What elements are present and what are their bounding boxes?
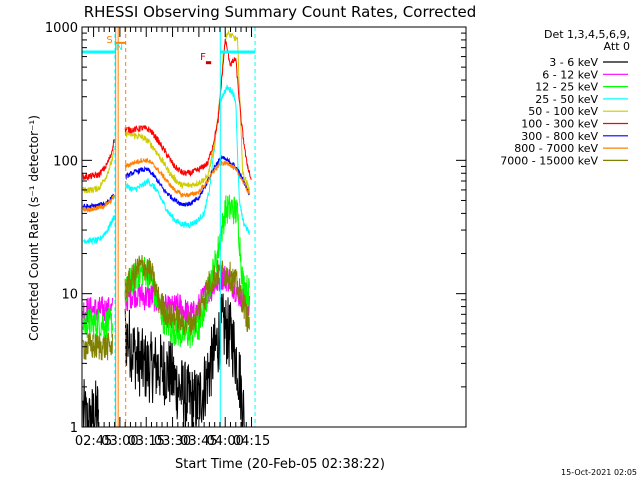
x-tick-label: 04:15: [233, 434, 270, 449]
series-3-6-kev-line-0: [82, 379, 99, 427]
marker-label-n: N: [116, 42, 123, 53]
series-25-50-kev-line-0: [82, 214, 115, 246]
series-800-7000-kev-line-1: [124, 157, 250, 198]
x-tick-label: 02:45: [75, 434, 112, 449]
plot-area: [82, 27, 256, 427]
series-7000-15000-kev-line-0: [82, 332, 113, 361]
x-tick-label: 03:15: [127, 434, 164, 449]
series-100-300-kev-line-1: [124, 38, 252, 180]
legend-label-25-50-kev: 25 - 50 keV: [535, 93, 598, 106]
legend-label-800-7000-kev: 800 - 7000 keV: [514, 142, 598, 155]
y-tick-label: 100: [53, 154, 78, 169]
x-axis-label: Start Time (20-Feb-05 02:38:22): [175, 457, 385, 472]
series-7000-15000-kev-line-1: [124, 254, 250, 336]
x-tick-label: 03:45: [180, 434, 217, 449]
marker-label-f: F: [200, 52, 206, 63]
y-tick-label: 1000: [45, 21, 78, 36]
timestamp: 15-Oct-2021 02:05: [561, 468, 637, 477]
marker-label-s: S: [106, 35, 112, 46]
series-800-7000-kev-line-0: [82, 194, 115, 213]
series-50-100-kev-line-1: [124, 29, 250, 193]
series-12-25-kev-line-1: [124, 194, 250, 349]
legend-label-300-800-kev: 300 - 800 keV: [521, 130, 598, 143]
chart-title: RHESSI Observing Summary Count Rates, Co…: [84, 3, 477, 21]
series-12-25-kev-line-0: [82, 307, 113, 339]
series-300-800-kev-line-1: [124, 154, 250, 207]
y-axis-label: Corrected Count Rate (s⁻¹ detector⁻¹): [27, 115, 41, 341]
legend-label-6-12-kev: 6 - 12 keV: [542, 68, 598, 81]
y-tick-label: 1: [70, 421, 78, 436]
legend-label-12-25-kev: 12 - 25 keV: [535, 81, 598, 94]
legend-label-50-100-kev: 50 - 100 keV: [528, 105, 598, 118]
series-25-50-kev-line-1: [125, 84, 250, 235]
series-100-300-kev-line-0: [82, 138, 115, 182]
legend-header-line-1: Det 1,3,4,5,6,9,: [544, 28, 630, 41]
x-tick-label: 03:30: [154, 434, 191, 449]
legend-label-100-300-kev: 100 - 300 keV: [521, 118, 598, 131]
y-tick-label: 10: [61, 288, 78, 303]
legend-label-3-6-kev: 3 - 6 keV: [549, 56, 598, 69]
x-tick-label: 04:00: [206, 434, 243, 449]
legend-label-7000-15000-kev: 7000 - 15000 keV: [500, 154, 598, 167]
plot-frame: [81, 26, 467, 428]
x-tick-label: 03:00: [101, 434, 138, 449]
series-3-6-kev-line-1: [124, 293, 245, 427]
legend-header-line-2: Att 0: [604, 40, 630, 53]
series-50-100-kev-line-0: [82, 148, 115, 194]
